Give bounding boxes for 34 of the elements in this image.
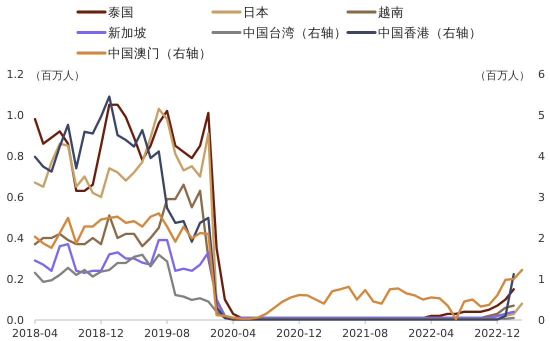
legend-label: 日本 bbox=[243, 4, 269, 20]
line-series bbox=[34, 254, 515, 320]
y-tick-label: 0.8 bbox=[6, 150, 24, 163]
legend-label: 中国台湾（右轴） bbox=[243, 25, 347, 40]
y2-tick-label: 5 bbox=[538, 109, 545, 122]
y2-tick-label: 4 bbox=[538, 150, 545, 163]
x-tick-label: 2019-08 bbox=[144, 327, 190, 340]
y-tick-label: 1.2 bbox=[6, 68, 24, 81]
y2-tick-label: 1 bbox=[538, 273, 545, 286]
legend-label: 泰国 bbox=[108, 4, 134, 20]
x-tick-label: 2018-12 bbox=[78, 327, 124, 340]
y2-tick-label: 0 bbox=[538, 314, 545, 327]
legend-label: 越南 bbox=[378, 4, 404, 20]
legend-label: 中国澳门（右轴） bbox=[108, 46, 212, 60]
x-tick-label: 2020-04 bbox=[210, 327, 256, 340]
x-tick-label: 2022-12 bbox=[474, 327, 520, 340]
y-tick-label: 0.4 bbox=[6, 232, 24, 245]
y2-tick-label: 2 bbox=[538, 232, 545, 245]
y2-axis-title: （百万人） bbox=[475, 69, 530, 82]
y-tick-label: 1.0 bbox=[6, 109, 24, 122]
x-tick-label: 2021-08 bbox=[342, 327, 388, 340]
line-series bbox=[34, 238, 515, 320]
x-tick-label: 2018-04 bbox=[12, 327, 58, 340]
legend-label: 新加坡 bbox=[108, 25, 147, 40]
x-tick-label: 2020-12 bbox=[276, 327, 322, 340]
legend-label: 中国香港（右轴） bbox=[378, 25, 482, 40]
y-tick-label: 0.2 bbox=[6, 273, 24, 286]
y-tick-label: 0.0 bbox=[6, 314, 24, 327]
line-series bbox=[34, 212, 524, 320]
x-tick-label: 2022-04 bbox=[408, 327, 454, 340]
y-axis-title: （百万人） bbox=[30, 69, 85, 82]
y-tick-label: 0.6 bbox=[6, 191, 24, 204]
y2-tick-label: 3 bbox=[538, 191, 545, 204]
y2-tick-label: 6 bbox=[538, 68, 545, 81]
